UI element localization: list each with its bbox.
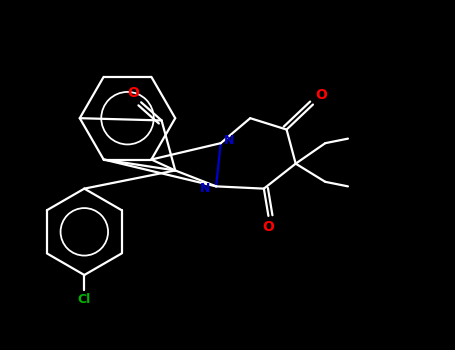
Text: O: O [315,88,327,102]
Text: N: N [200,182,211,195]
Text: O: O [263,219,274,233]
Text: Cl: Cl [78,293,91,306]
Text: N: N [224,134,235,147]
Text: O: O [127,86,139,100]
